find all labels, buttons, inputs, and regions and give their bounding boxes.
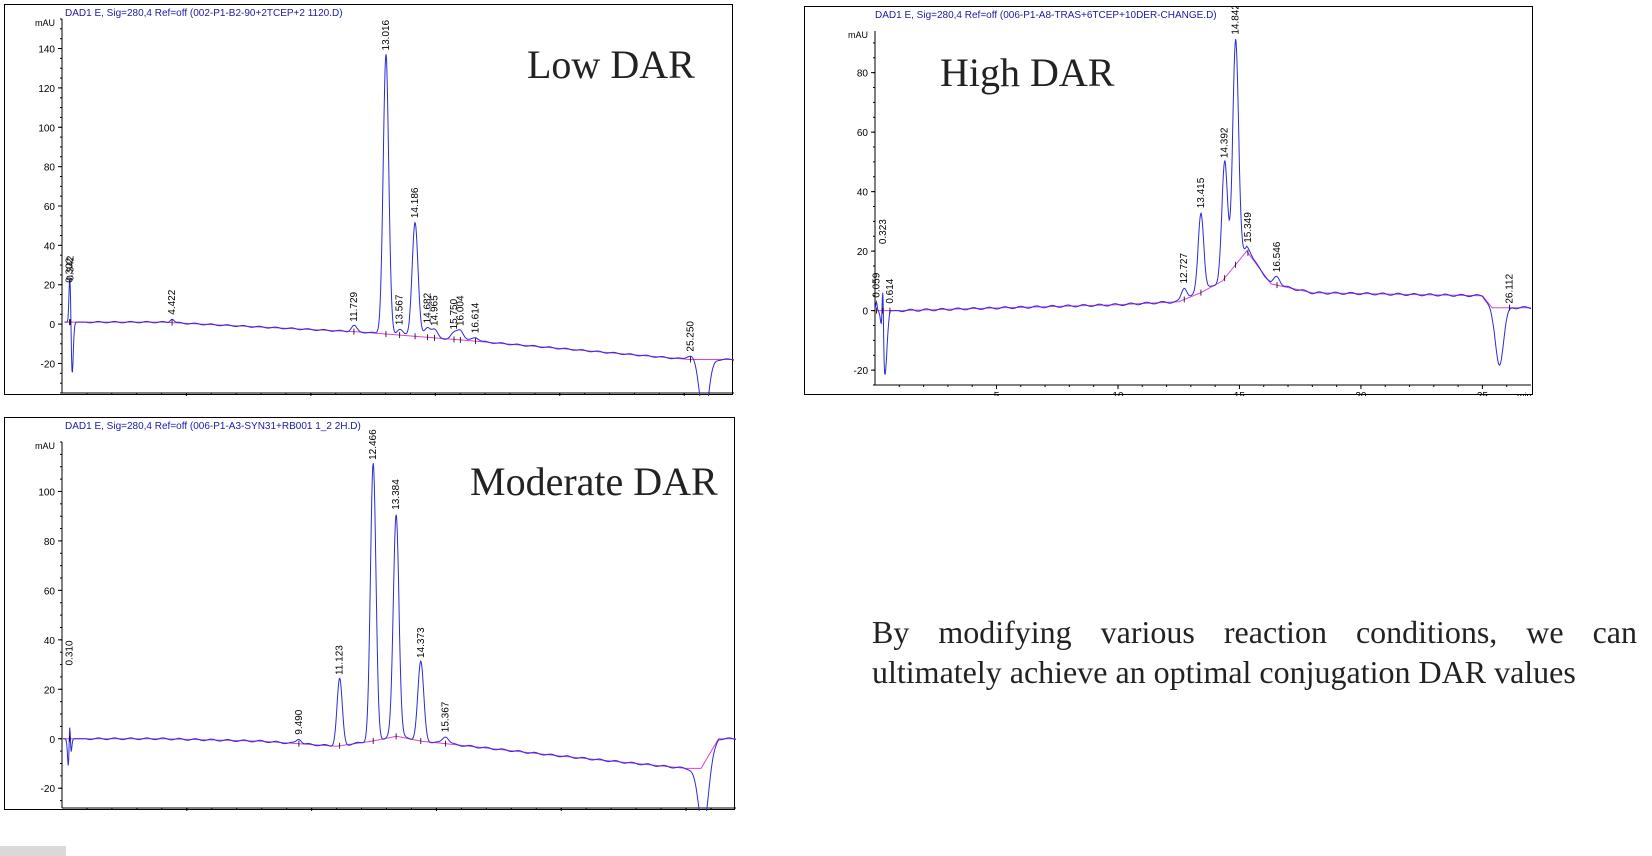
chart-title: Moderate DAR (470, 459, 718, 504)
y-tick-label: 0 (49, 320, 55, 331)
chart-header: DAD1 E, Sig=280,4 Ref=off (006-P1-A8-TRA… (875, 10, 1217, 21)
y-tick-label: 40 (857, 188, 869, 199)
integration-baseline (63, 735, 736, 769)
y-tick-label: 40 (44, 636, 56, 647)
chart-title: High DAR (940, 50, 1115, 95)
peak-label: 0.302 (65, 257, 76, 282)
peak-label: 0.323 (878, 219, 889, 244)
peak-label: 0.614 (885, 278, 896, 303)
signal-trace (874, 39, 1532, 375)
y-tick-label: 60 (44, 202, 56, 213)
x-tick-label: 10 (1112, 391, 1124, 396)
x-tick-label: 25 (1477, 391, 1489, 396)
chromatogram-moderate-dar: DAD1 E, Sig=280,4 Ref=off (006-P1-A3-SYN… (4, 417, 736, 811)
y-tick-label: 140 (38, 45, 55, 56)
y-tick-label: -20 (41, 359, 56, 370)
chart-plot-moderate: -20020406080100510152025mAUmin0.3109.490… (35, 429, 736, 811)
y-tick-label: -20 (854, 366, 869, 377)
y-tick-label: 20 (44, 685, 56, 696)
x-axis-unit: min (1517, 391, 1532, 396)
peak-label: 15.367 (441, 701, 452, 732)
chart-plot-high: -20 0 20 40 60 80 5 10 15 20 25 mAU min 0.059 0.323 0.6… (848, 7, 1532, 396)
chart-plot-low: -20020406080100120140510152025mAUmin0.30… (35, 18, 734, 396)
chart-header: DAD1 E, Sig=280,4 Ref=off (002-P1-B2-90+… (65, 8, 343, 19)
chromatogram-low-dar: DAD1 E, Sig=280,4 Ref=off (002-P1-B2-90+… (4, 4, 734, 396)
y-tick-label: 80 (44, 537, 56, 548)
peak-label: 14.373 (416, 627, 427, 658)
y-tick-label: 0 (862, 307, 868, 318)
peak-label: 0.342 (66, 255, 77, 280)
peak-label: 25.250 (685, 321, 696, 352)
peak-label: 12.727 (1179, 253, 1190, 284)
peak-label: 14.842 (1231, 7, 1242, 35)
y-tick-label: 40 (44, 241, 56, 252)
x-tick-label: 15 (1234, 391, 1246, 396)
y-tick-label: -20 (41, 784, 56, 795)
y-axis-unit: mAU (35, 441, 55, 451)
x-tick-label: 20 (1355, 391, 1367, 396)
peak-label: 4.422 (167, 289, 178, 314)
y-tick-label: 100 (38, 487, 55, 498)
y-axis-unit: mAU (848, 30, 868, 40)
peak-label: 0.059 (871, 272, 882, 297)
peak-label: 16.614 (471, 302, 482, 333)
peak-label: 13.567 (395, 294, 406, 325)
x-tick-label: 5 (994, 391, 1000, 396)
peak-label: 14.682 (422, 292, 433, 323)
description-text: By modifying various reaction conditions… (872, 614, 1637, 690)
peak-label: 13.384 (391, 479, 402, 510)
peak-label: 12.466 (368, 429, 379, 460)
signal-trace (64, 54, 734, 396)
signal-trace (63, 463, 736, 811)
peak-label: 14.965 (429, 295, 440, 326)
peak-label: 16.004 (455, 295, 466, 326)
chromatogram-high-dar: DAD1 E, Sig=280,4 Ref=off (006-P1-A8-TRA… (804, 6, 1533, 396)
y-tick-label: 60 (857, 128, 869, 139)
y-tick-label: 0 (49, 735, 55, 746)
integration-baseline (875, 250, 1531, 312)
peak-label: 11.729 (349, 291, 360, 321)
peak-label: 15.750 (449, 298, 460, 329)
peak-label: 11.123 (335, 645, 346, 675)
chart-title: Low DAR (527, 42, 695, 87)
peak-label: 0.310 (65, 640, 76, 665)
y-tick-label: 100 (38, 123, 55, 134)
y-tick-label: 80 (857, 69, 869, 80)
chart-header: DAD1 E, Sig=280,4 Ref=off (006-P1-A3-SYN… (65, 421, 361, 432)
y-tick-label: 120 (38, 84, 55, 95)
y-tick-label: 60 (44, 586, 56, 597)
peak-label: 13.016 (381, 19, 392, 50)
peak-label: 14.186 (410, 187, 421, 218)
y-tick-label: 20 (44, 281, 56, 292)
peak-label: 15.349 (1243, 212, 1254, 243)
y-tick-label: 80 (44, 163, 56, 174)
peak-label: 9.490 (294, 709, 305, 734)
peak-label: 14.392 (1220, 127, 1231, 158)
peak-label: 13.415 (1196, 177, 1207, 208)
y-tick-label: 20 (857, 247, 869, 258)
integration-baseline (64, 321, 734, 360)
peak-label: 16.546 (1272, 241, 1283, 272)
y-axis-unit: mAU (35, 18, 55, 28)
corner-tab (0, 846, 66, 856)
peak-label: 26.112 (1504, 273, 1515, 303)
